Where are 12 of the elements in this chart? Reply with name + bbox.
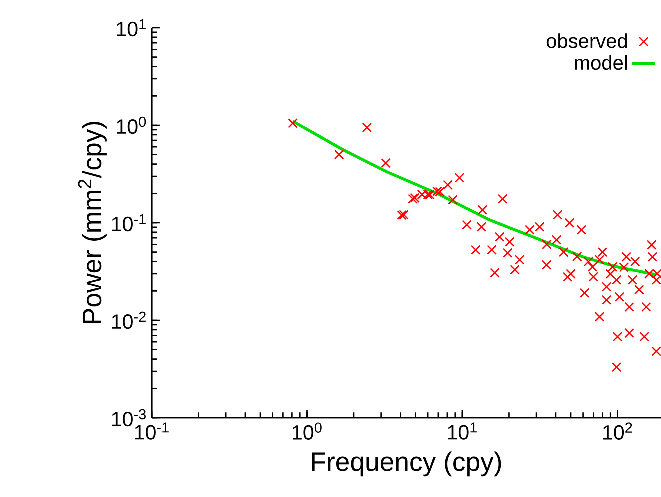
x-tick-label: 10$^{2}$ bbox=[603, 422, 632, 440]
legend-label: observed bbox=[546, 34, 628, 48]
x-tick-label: 10$^{1}$ bbox=[448, 422, 477, 440]
y-tick-label: 10$^{1}$ bbox=[117, 19, 146, 37]
x-axis-title: Frequency (cpy) bbox=[312, 452, 502, 477]
x-tick-label: 10$^{0}$ bbox=[292, 422, 322, 440]
x-tick-label: 10$^{-1}$ bbox=[135, 422, 169, 440]
legend-label: model bbox=[575, 55, 628, 70]
y-tick-label: 10$^{-1}$ bbox=[112, 214, 146, 232]
y-tick-label: 10$^{-2}$ bbox=[112, 312, 146, 330]
y-axis-title: Power (mm$^{2}$/cpy) bbox=[78, 122, 107, 324]
y-tick-label: 10$^{0}$ bbox=[117, 116, 146, 134]
